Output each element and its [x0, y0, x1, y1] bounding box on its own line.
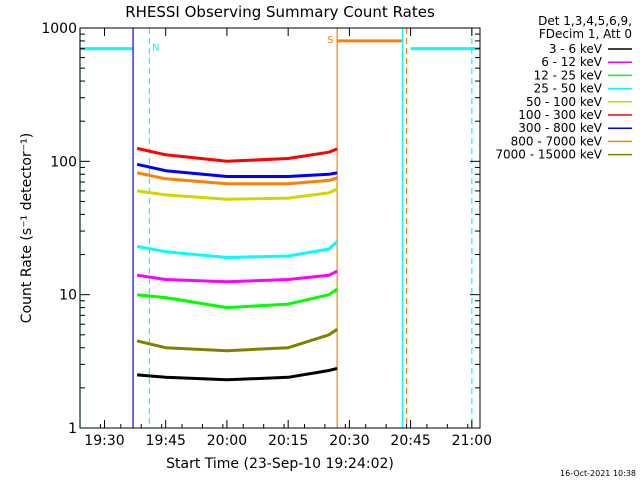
x-axis-label: Start Time (23-Sep-10 19:24:02): [166, 456, 394, 472]
series-line: [136, 162, 338, 178]
x-axis-ticks: 19:30 19:45 20:00 20:15 20:30 20:45 21:00: [79, 28, 492, 449]
series-line: [136, 328, 338, 353]
x-tick-label: 20:15: [268, 433, 308, 449]
flag-label: S: [327, 35, 333, 46]
x-tick-label: 19:30: [84, 433, 124, 449]
chart-title: RHESSI Observing Summary Count Rates: [125, 3, 435, 21]
y-tick-label: 10: [59, 288, 77, 304]
series-line: [136, 240, 339, 259]
series-line: [136, 269, 338, 284]
x-tick-label: 20:30: [329, 433, 369, 449]
legend-label: 800 - 7000 keV: [511, 134, 603, 148]
legend-label: 100 - 300 keV: [518, 108, 602, 122]
y-tick-label: 100: [50, 154, 77, 170]
legend-label: 12 - 25 keV: [534, 68, 603, 82]
series-line: [136, 187, 338, 201]
x-tick-label: 20:00: [207, 433, 247, 449]
series-line: [136, 146, 338, 163]
y-tick-label: 1000: [41, 21, 77, 37]
flag-bars: NS: [80, 35, 480, 54]
series-line: [136, 287, 338, 310]
x-tick-label: 20:45: [390, 433, 430, 449]
y-tick-label: 1: [68, 421, 77, 437]
legend-label: 25 - 50 keV: [534, 82, 603, 96]
x-tick-label: 19:45: [146, 433, 186, 449]
series-line: [136, 171, 338, 186]
plot-frame: [79, 27, 481, 429]
series-lines: [136, 146, 339, 382]
y-axis-ticks: 1 10 100 1000: [41, 21, 480, 437]
legend-label: 300 - 800 keV: [518, 121, 602, 135]
legend-label: 7000 - 15000 keV: [495, 148, 602, 162]
legend-label: 3 - 6 keV: [549, 42, 603, 56]
x-tick-label: 21:00: [452, 433, 492, 449]
series-line: [136, 366, 338, 382]
y-axis-label: Count Rate (s⁻¹ detector⁻¹): [19, 133, 35, 323]
flag-label: N: [152, 43, 159, 54]
legend-label: 6 - 12 keV: [541, 55, 603, 69]
timestamp: 16-Oct-2021 10:38: [560, 469, 636, 478]
legend-label: 50 - 100 keV: [526, 95, 603, 109]
legend-header-2: FDecim 1, Att 0: [539, 27, 632, 41]
legend: Det 1,3,4,5,6,9, FDecim 1, Att 0 3 - 6 k…: [495, 14, 632, 162]
legend-header-1: Det 1,3,4,5,6,9,: [538, 14, 632, 28]
vertical-markers: [79, 28, 473, 428]
